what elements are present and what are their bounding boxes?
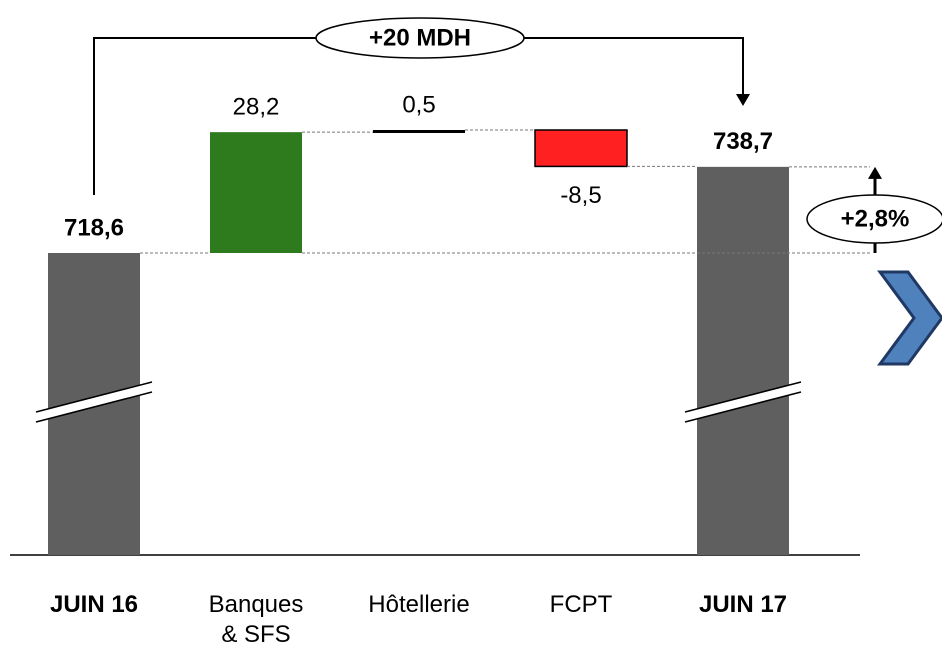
chevron [877,270,942,366]
value-label: 28,2 [233,93,280,120]
bar [373,130,465,133]
annotation-bubble [806,194,942,244]
axis-break [35,381,153,413]
value-label: 0,5 [402,91,435,118]
axis-break [684,381,802,413]
arrow-head [868,166,882,179]
value-label: -8,5 [560,182,601,209]
axis-break [35,391,153,423]
value-label: 718,6 [64,214,124,241]
category-label: JUIN 16 [49,591,139,618]
category-label: JUIN 17 [698,591,788,618]
bar [534,129,628,168]
annotation: +2,8% [841,205,910,232]
axis-break [36,382,152,422]
category-label: Banques & SFS [208,591,304,648]
category-label: FCPT [549,591,613,618]
axis-break [685,382,801,422]
bar [210,132,302,253]
category-label: Hôtellerie [368,591,470,618]
bar [697,166,789,555]
annotation-bubble [315,17,525,59]
annotation: +20 MDH [369,24,471,51]
axis-break [684,391,802,423]
arrow-head [736,94,750,106]
value-label: 738,7 [713,128,773,155]
